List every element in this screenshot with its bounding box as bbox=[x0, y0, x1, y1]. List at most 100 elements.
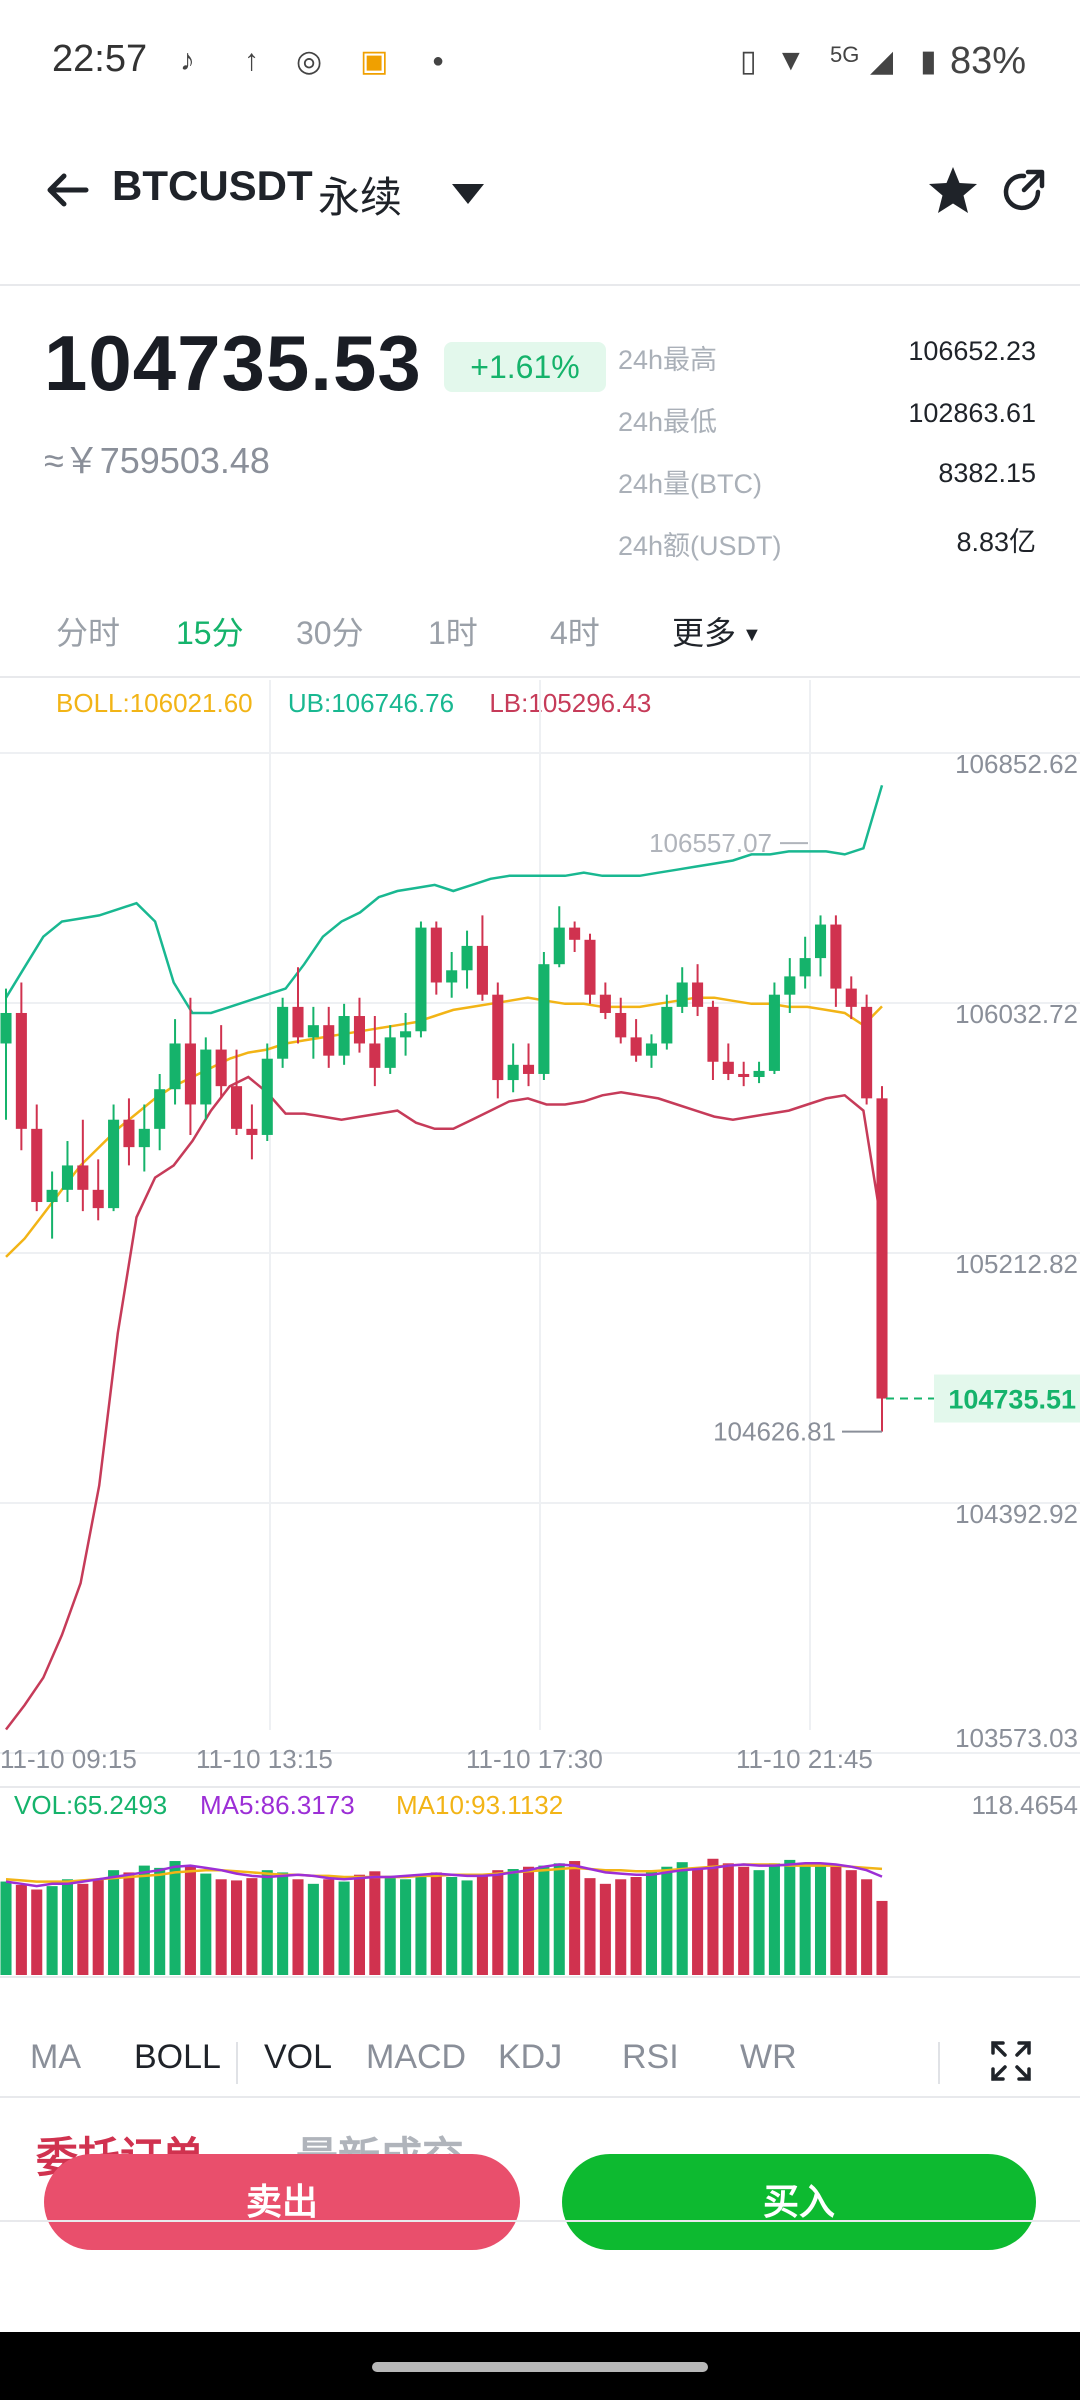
candle-down bbox=[123, 1119, 135, 1148]
tab-30m[interactable]: 30分 bbox=[296, 615, 364, 651]
boll-legend: BOLL:106021.60 UB:106746.76 LB:105296.43 bbox=[56, 688, 679, 719]
volume-bar bbox=[507, 1869, 519, 1975]
volume-bar bbox=[645, 1870, 658, 1975]
volume-bar bbox=[277, 1872, 289, 1975]
candle-down bbox=[738, 1073, 750, 1078]
candle-up bbox=[169, 1043, 181, 1090]
y-tick-label: 104392.92 bbox=[955, 1499, 1078, 1529]
candle-down bbox=[845, 988, 857, 1007]
home-handle[interactable] bbox=[372, 2362, 708, 2372]
status-bar: 22:57 ♪ ↑ ◎ ▣ ● ▯ ▼ 5G ◢ ▮ 83% bbox=[0, 0, 1080, 120]
candle-up bbox=[200, 1049, 212, 1105]
tab-timeline[interactable]: 分时 bbox=[56, 615, 121, 651]
candle-up bbox=[415, 927, 427, 1032]
share-icon[interactable] bbox=[1000, 168, 1046, 214]
volume-bar bbox=[784, 1859, 796, 1975]
boll-upper-value: UB:106746.76 bbox=[287, 688, 455, 718]
vol-ma5-legend: MA5:86.3173 bbox=[200, 1790, 355, 1820]
volume-bar bbox=[722, 1863, 734, 1975]
contract-type[interactable]: 永续 bbox=[318, 174, 403, 221]
tab-1h[interactable]: 1时 bbox=[428, 615, 478, 651]
volume-bar bbox=[461, 1880, 473, 1975]
candle-down bbox=[353, 1016, 366, 1044]
favorite-star-icon[interactable] bbox=[926, 164, 980, 218]
candle-down bbox=[77, 1165, 89, 1190]
vol-max-label: 118.4654 bbox=[971, 1790, 1078, 1820]
candle-up bbox=[461, 945, 473, 971]
candle-up bbox=[799, 958, 811, 977]
candle-up bbox=[277, 1006, 289, 1059]
tab-vol[interactable]: VOL bbox=[264, 2038, 333, 2076]
volume-bar bbox=[707, 1858, 719, 1975]
candle-down bbox=[615, 1012, 627, 1038]
nfc-icon: ▯ bbox=[740, 45, 757, 78]
tab-macd[interactable]: MACD bbox=[366, 2038, 467, 2076]
tab-15m[interactable]: 15分 bbox=[176, 615, 244, 651]
buy-button[interactable]: 买入 bbox=[562, 2154, 1036, 2250]
x-tick-label: 11-10 21:45 bbox=[736, 1744, 873, 1774]
candle-down bbox=[323, 1025, 335, 1056]
stat-turnover-label: 24h额(USDT) bbox=[618, 531, 782, 561]
kline-chart[interactable]: 106557.07 104626.81 104735.51 106852.62 106… bbox=[0, 680, 1080, 1990]
candle-up bbox=[384, 1037, 396, 1068]
candle-up bbox=[46, 1189, 58, 1203]
pair-title[interactable]: BTCUSDT bbox=[112, 162, 313, 209]
tab-wr[interactable]: WR bbox=[740, 2038, 797, 2076]
fullscreen-icon[interactable] bbox=[990, 2040, 1032, 2082]
candle-down bbox=[15, 1012, 27, 1129]
tab-4h[interactable]: 4时 bbox=[550, 615, 600, 651]
volume-bar bbox=[430, 1872, 442, 1975]
top-nav-bar: BTCUSDT 永续 bbox=[0, 140, 1080, 250]
divider bbox=[0, 2220, 1080, 2222]
volume-bar bbox=[615, 1879, 627, 1975]
volume-bar bbox=[108, 1870, 120, 1975]
volume-bar bbox=[369, 1871, 381, 1975]
tab-ma[interactable]: MA bbox=[30, 2038, 81, 2076]
caret-down-icon[interactable] bbox=[450, 182, 486, 206]
boll-mid-value: BOLL:106021.60 bbox=[56, 688, 253, 718]
x-tick-label: 11-10 09:15 bbox=[0, 1744, 137, 1774]
sell-button[interactable]: 卖出 bbox=[44, 2154, 520, 2250]
volume-bar bbox=[692, 1869, 704, 1975]
wifi-icon: ▼ bbox=[776, 44, 806, 77]
tab-kdj[interactable]: KDJ bbox=[498, 2038, 563, 2076]
candle-down bbox=[215, 1049, 227, 1087]
volume-bar bbox=[661, 1866, 673, 1975]
volume-bar bbox=[553, 1863, 565, 1975]
volume-bar bbox=[200, 1873, 212, 1975]
candle-down bbox=[246, 1128, 258, 1135]
candle-down bbox=[830, 924, 842, 989]
tab-more[interactable]: 更多 ▼ bbox=[672, 608, 762, 654]
boll-lower-line bbox=[5, 1075, 884, 1731]
x-tick-label: 11-10 17:30 bbox=[466, 1744, 603, 1774]
volume-bar bbox=[384, 1875, 396, 1975]
boll-lower-value: LB:105296.43 bbox=[489, 688, 652, 718]
indicator-tabs: MA BOLL VOL MACD KDJ RSI WR bbox=[0, 2030, 1080, 2094]
candle-up bbox=[338, 1016, 350, 1056]
candle-down bbox=[569, 927, 581, 940]
back-arrow-icon[interactable] bbox=[40, 160, 100, 220]
divider bbox=[0, 676, 1080, 678]
candle-down bbox=[369, 1043, 381, 1068]
y-tick-label: 106852.62 bbox=[955, 749, 1078, 779]
candle-down bbox=[876, 1098, 888, 1399]
tab-rsi[interactable]: RSI bbox=[622, 2038, 679, 2076]
volume-bar bbox=[353, 1874, 366, 1975]
signal-icon: ◢ bbox=[870, 45, 894, 78]
vol-legend: VOL:65.2493 bbox=[14, 1790, 167, 1820]
candle-up bbox=[446, 970, 458, 983]
divider bbox=[0, 284, 1080, 286]
tab-boll[interactable]: BOLL bbox=[134, 2038, 221, 2076]
volume-bar bbox=[215, 1879, 227, 1975]
vol-ma5-line bbox=[5, 1862, 883, 1888]
candle-down bbox=[476, 945, 488, 995]
low-price-marker: 104626.81 bbox=[713, 1417, 836, 1447]
volume-bar bbox=[476, 1874, 488, 1975]
y-tick-label: 103573.03 bbox=[955, 1723, 1078, 1753]
x-tick-label: 11-10 13:15 bbox=[196, 1744, 333, 1774]
candle-down bbox=[692, 982, 704, 1007]
tiktok-icon: ♪ bbox=[180, 44, 195, 77]
volume-bar bbox=[292, 1879, 304, 1975]
caret-down-icon: ▼ bbox=[742, 624, 762, 647]
stat-turnover-value: 8.83亿 bbox=[956, 527, 1036, 557]
